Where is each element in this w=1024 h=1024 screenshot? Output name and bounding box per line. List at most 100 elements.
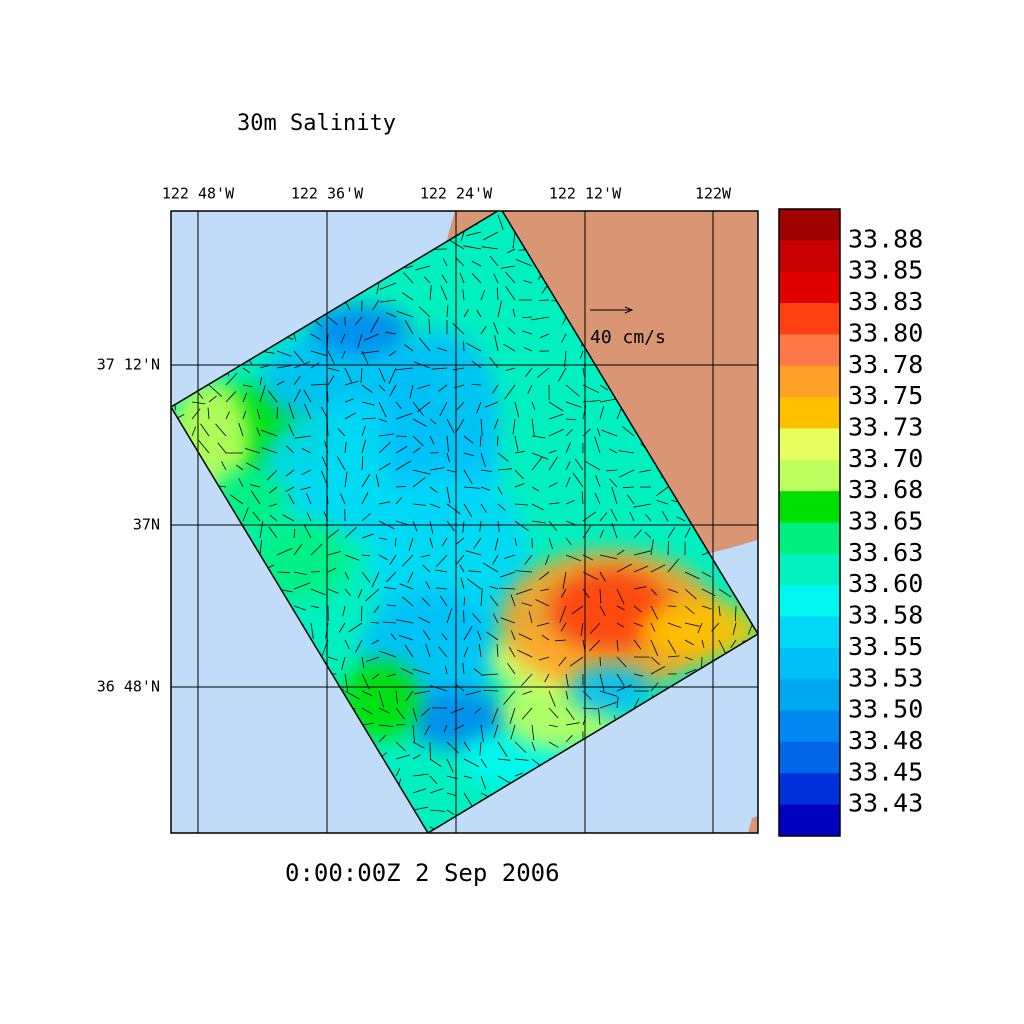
vector: [246, 462, 261, 471]
colorbar-band: [779, 397, 840, 429]
colorbar-label: 33.88: [848, 224, 923, 253]
vector: [401, 596, 414, 607]
vector: [548, 724, 558, 728]
axis-labels: 122 48'W 122 36'W 122 24'W 122 12'W 122W 37 1…: [97, 185, 732, 696]
vector: [492, 613, 499, 624]
colorbar-label: 33.85: [848, 256, 923, 285]
vector: [599, 512, 608, 522]
vector: [463, 486, 481, 489]
vector: [579, 350, 584, 359]
vector: [616, 656, 627, 668]
vector: [539, 333, 550, 339]
vector: [450, 707, 465, 714]
vector: [571, 605, 584, 615]
vector: [564, 350, 567, 368]
vector: [404, 320, 414, 335]
vector: [667, 655, 680, 658]
vector: [565, 554, 581, 562]
vector: [463, 792, 473, 806]
vector: [379, 650, 397, 658]
vector: [684, 571, 700, 580]
vector: [507, 248, 516, 254]
vector: [483, 689, 499, 692]
field-patch: [570, 665, 650, 715]
vector: [437, 347, 448, 352]
vector: [412, 741, 425, 749]
vector: [446, 792, 457, 796]
vector: [344, 571, 350, 580]
colorbar-label: 33.43: [848, 789, 923, 818]
vector: [528, 611, 533, 624]
vector: [538, 571, 550, 581]
vector: [435, 587, 448, 590]
vector: [431, 367, 448, 370]
field-patch: [310, 305, 410, 355]
vector: [439, 401, 448, 417]
vector: [480, 588, 483, 607]
field-patch: [380, 330, 500, 510]
vector: [471, 613, 482, 624]
vector: [200, 423, 210, 437]
vector: [599, 656, 601, 666]
vector: [503, 690, 516, 705]
vector: [446, 469, 456, 473]
vector: [446, 435, 449, 452]
vector: [512, 418, 516, 435]
vector: [372, 299, 380, 311]
vector: [633, 605, 642, 613]
vector: [616, 696, 619, 709]
vector: [510, 594, 516, 607]
vector: [701, 639, 705, 648]
map-area: [171, 211, 758, 833]
vector: [446, 758, 454, 773]
colorbar-label: 33.45: [848, 757, 923, 786]
vector: [504, 384, 516, 400]
vector: [418, 306, 431, 318]
vector: [497, 486, 503, 495]
vector: [540, 588, 550, 592]
vector: [633, 698, 640, 709]
vector: [446, 503, 461, 515]
vector: [684, 588, 697, 600]
vector: [429, 520, 434, 534]
vector: [429, 758, 442, 767]
vector: [378, 724, 394, 727]
vector: [521, 330, 533, 335]
lat-label: 37N: [133, 516, 160, 534]
vector: [505, 286, 516, 301]
vector: [639, 469, 652, 473]
vector: [569, 656, 584, 667]
vector: [250, 490, 261, 505]
model-domain: [171, 211, 758, 833]
vector: [293, 333, 297, 342]
vector: [363, 333, 380, 341]
vector: [378, 367, 386, 383]
timestamp: 0:00:00Z 2 Sep 2006: [285, 859, 560, 887]
vector: [616, 588, 625, 605]
vector: [512, 309, 516, 318]
vector: [493, 273, 499, 284]
vector: [521, 673, 533, 687]
vector: [531, 503, 544, 511]
vector: [221, 461, 227, 471]
vector: [236, 464, 244, 471]
vector: [259, 376, 263, 386]
vector: [465, 690, 482, 696]
colorbar-band: [779, 710, 840, 743]
vector: [471, 273, 482, 284]
vector: [476, 401, 482, 414]
vector: [361, 656, 365, 668]
vector: [616, 605, 625, 611]
vector: [521, 707, 533, 720]
vector: [256, 427, 261, 437]
vector: [531, 486, 540, 492]
vector: [565, 500, 575, 505]
vector: [492, 384, 499, 394]
vector: [489, 356, 499, 369]
colorbar-label: 33.50: [848, 695, 923, 724]
vector: [395, 460, 412, 471]
vector: [599, 529, 604, 539]
vector: [480, 503, 487, 513]
vector: [435, 554, 448, 567]
vector: [544, 673, 550, 683]
